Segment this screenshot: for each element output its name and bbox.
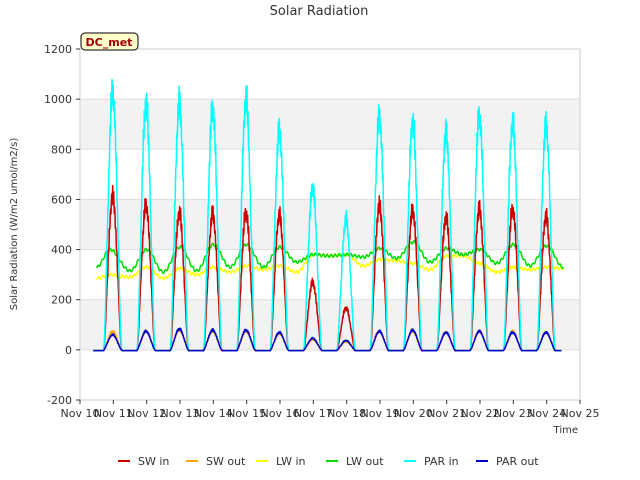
x-tick-label: Nov 12 (127, 407, 166, 420)
x-tick-label: Nov 16 (261, 407, 300, 420)
legend-label: SW out (206, 455, 246, 468)
x-tick-label: Nov 25 (561, 407, 600, 420)
y-axis-label: Solar Radiation (W/m2 umol/m2/s) (9, 138, 20, 311)
y-tick-label: 1200 (44, 43, 72, 56)
y-tick-label: 800 (51, 143, 72, 156)
band (80, 99, 580, 150)
series-par-out (92, 327, 562, 352)
legend-label: PAR in (424, 455, 459, 468)
x-tick-label: Nov 13 (161, 407, 200, 420)
y-tick-label: 600 (51, 193, 72, 206)
y-tick-label: 1000 (44, 93, 72, 106)
x-axis-label: Time (553, 425, 578, 436)
x-tick-label: Nov 23 (494, 407, 533, 420)
x-tick-label: Nov 21 (427, 407, 466, 420)
legend-item-sw-out: SW out (186, 455, 246, 468)
chart-title: Solar Radiation (270, 4, 369, 19)
y-tick-label: 400 (51, 244, 72, 257)
x-tick-label: Nov 15 (227, 407, 266, 420)
legend-label: PAR out (496, 455, 539, 468)
legend-item-par-in: PAR in (404, 455, 459, 468)
x-tick-label: Nov 19 (361, 407, 400, 420)
legend-item-lw-in: LW in (256, 455, 306, 468)
band (80, 199, 580, 250)
legend-label: LW out (346, 455, 384, 468)
x-tick-label: Nov 17 (294, 407, 333, 420)
x-tick-label: Nov 11 (94, 407, 133, 420)
annotation-box (80, 32, 139, 51)
series-layer (92, 78, 564, 352)
legend-label: LW in (276, 455, 306, 468)
x-tick-label: Nov 22 (461, 407, 500, 420)
dc-met-annotation: DC_met (80, 32, 139, 51)
plot-background (80, 49, 580, 400)
legend-item-lw-out: LW out (326, 455, 384, 468)
legend-label: SW in (138, 455, 169, 468)
x-tick-label: Nov 24 (527, 407, 566, 420)
x-tick-label: Nov 20 (394, 407, 433, 420)
legend-item-sw-in: SW in (118, 455, 169, 468)
y-tick-label: 200 (51, 294, 72, 307)
x-tick-label: Nov 10 (61, 407, 100, 420)
legend: SW in SW out LW in LW out PAR in PAR out (118, 455, 539, 468)
y-tick-label: 0 (65, 344, 72, 357)
x-tick-label: Nov 14 (194, 407, 233, 420)
plot-frame (79, 48, 581, 401)
y-tick-label: -200 (47, 394, 72, 407)
legend-item-par-out: PAR out (476, 455, 539, 468)
band (80, 299, 580, 350)
x-tick-label: Nov 18 (327, 407, 366, 420)
annotation-text: DC_met (86, 36, 133, 49)
